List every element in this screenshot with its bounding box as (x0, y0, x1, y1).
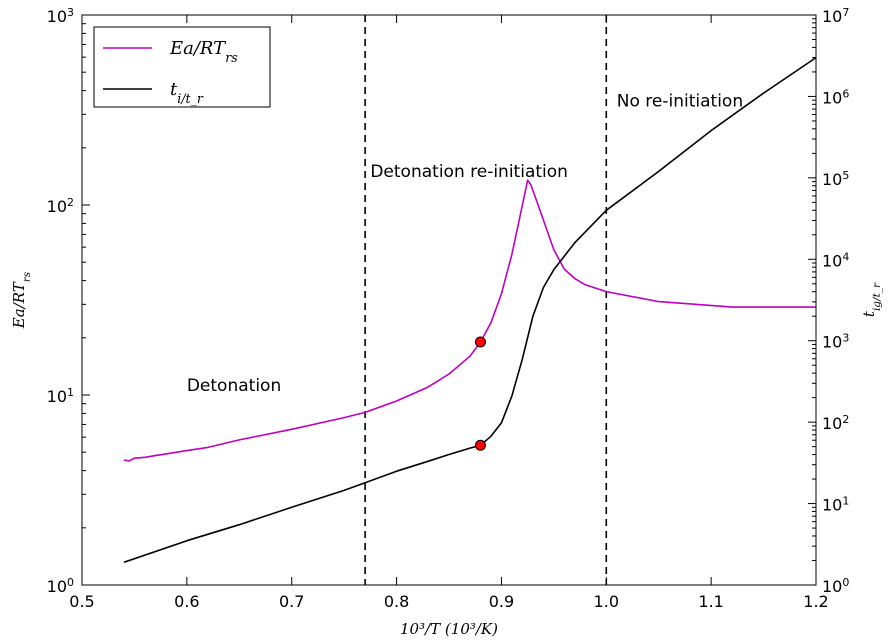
series-layer (123, 56, 817, 564)
x-tick-label: 0.9 (489, 592, 514, 611)
legend: Ea/RTrs ti/t_r (93, 26, 271, 108)
x-axis-label: 10³/T (10³/K) (400, 620, 498, 638)
region-label-1: Detonation re-initiation (370, 162, 568, 182)
y-tick-label: 102 (822, 413, 849, 434)
x-tick-label: 0.8 (384, 592, 409, 611)
marker-layer (474, 336, 486, 451)
region-label-0: Detonation (187, 376, 281, 396)
x-tick-label: 1.2 (803, 592, 828, 611)
x-tick-label: 0.7 (279, 592, 304, 611)
series-line-1 (123, 56, 817, 564)
y-tick-label: 105 (822, 168, 849, 189)
series-line-0 (123, 179, 816, 462)
x-tick-label: 1.1 (698, 592, 723, 611)
legend-label-0: Ea/RTrs (169, 38, 238, 65)
annotation-layer: Detonation Detonation re-initiation No re-… (187, 91, 743, 395)
y-axis-label-right: tig/t_r (860, 282, 883, 317)
y-tick-label: 107 (822, 6, 849, 27)
data-marker-0 (474, 336, 486, 348)
x-axis: 0.5 0.6 0.7 0.8 0.9 1.0 1.1 1.2 (69, 15, 829, 611)
y-axis-label-left: Ea/RTrs (10, 271, 33, 329)
legend-label-1: ti/t_r (170, 79, 204, 106)
y-tick-label: 106 (822, 87, 849, 108)
axis-labels: 10³/T (10³/K) Ea/RTrs tig/t_r (10, 271, 883, 638)
y-tick-label: 101 (47, 386, 74, 407)
region-label-2: No re-initiation (617, 91, 743, 111)
x-tick-label: 0.5 (69, 592, 94, 611)
legend-box (93, 26, 271, 108)
y-tick-label: 103 (822, 331, 849, 352)
y-tick-label: 104 (822, 250, 849, 271)
y-tick-label: 102 (47, 196, 74, 217)
x-tick-label: 0.6 (174, 592, 199, 611)
y-tick-label: 100 (822, 576, 849, 597)
y-tick-label: 103 (47, 6, 74, 27)
data-marker-1 (474, 439, 486, 451)
plot-frame (81, 14, 817, 586)
y-axis-left: 100 101 102 103 (47, 6, 90, 597)
x-tick-label: 1.0 (594, 592, 619, 611)
vline-layer (364, 15, 608, 585)
y-tick-label: 101 (822, 494, 849, 514)
y-tick-label: 100 (47, 576, 74, 597)
y-axis-right: 100 101 102 103 104 105 106 107 (808, 6, 849, 597)
